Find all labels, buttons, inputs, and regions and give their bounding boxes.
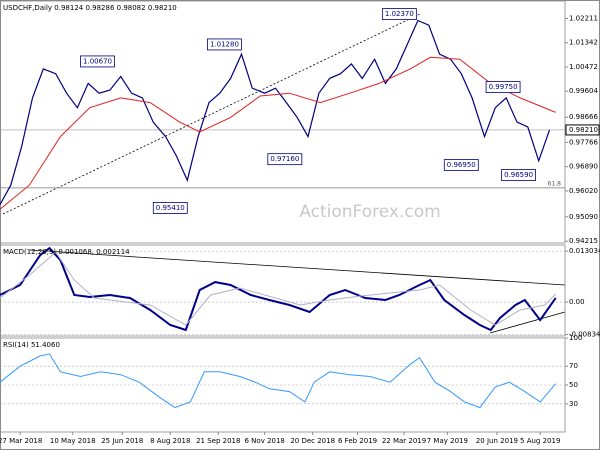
x-tick-label: 22 Mar 2019	[382, 437, 426, 445]
annotation-label: 0.97160	[270, 155, 299, 163]
y-tick-label: 70	[569, 362, 578, 370]
x-tick-label: 25 Jun 2018	[101, 437, 143, 445]
panel	[0, 244, 566, 337]
trend-line	[2, 13, 421, 215]
panel-label: RSI(14) 51.4060	[3, 341, 60, 349]
series-line	[0, 251, 557, 326]
trend-line	[489, 311, 566, 334]
price-annotation	[80, 55, 115, 68]
y-tick-label: 100	[569, 334, 582, 342]
series-line	[0, 56, 556, 210]
y-tick-label: 50	[569, 381, 578, 389]
watermark: ActionForex.com	[299, 202, 440, 222]
y-tick-label: 1.01342	[569, 39, 598, 47]
annotation-label: 0.95410	[156, 204, 185, 212]
x-tick-label: 10 May 2018	[50, 437, 96, 445]
annotation-label: 1.00670	[83, 57, 112, 65]
series-line	[0, 353, 557, 409]
annotation-label: 1.01280	[210, 40, 239, 48]
price-annotation	[501, 169, 536, 181]
annotation-label: 0.99750	[489, 83, 518, 91]
current-label: 0.98210	[569, 126, 598, 134]
y-tick-label: 0.96890	[569, 163, 598, 171]
panel-label: USDCHF,Daily 0.98124 0.98286 0.98082 0.9…	[3, 4, 177, 12]
x-tick-label: 7 May 2019	[427, 437, 468, 445]
y-tick-label: 0.00	[569, 298, 585, 306]
y-tick-label: 0.97766	[569, 138, 598, 146]
price-annotation	[152, 202, 188, 214]
current-box	[565, 124, 600, 136]
y-tick-label: 0.013034	[569, 247, 600, 255]
annotation-label: 0.96590	[504, 171, 533, 179]
y-tick-label: 30	[569, 400, 578, 408]
series-line	[0, 246, 557, 332]
annotation-label: 1.02370	[385, 10, 414, 18]
price-annotation	[207, 38, 242, 51]
x-tick-label: 8 Aug 2018	[150, 437, 190, 445]
panel	[0, 0, 566, 244]
y-tick-label: 0.95090	[569, 213, 598, 221]
panel-label: MACD(12,26,9) 0.001068, 0.002114	[3, 248, 130, 256]
y-tick-label: 0.94215	[569, 237, 598, 245]
level-label: 61.8	[548, 180, 562, 187]
trend-line	[29, 249, 566, 286]
y-tick-label: -0.00834	[569, 331, 600, 339]
x-tick-label: 21 Sep 2018	[196, 437, 240, 445]
price-annotation	[485, 81, 521, 93]
y-tick-label: 1.00472	[569, 63, 598, 71]
y-tick-label: 1.02211	[569, 15, 598, 23]
x-tick-label: 27 Mar 2018	[0, 437, 42, 445]
series-line	[0, 19, 551, 205]
x-tick-label: 6 Feb 2019	[338, 437, 377, 445]
price-annotation	[267, 153, 303, 166]
y-tick-label: 0.98666	[569, 113, 598, 121]
x-tick-label: 20 Dec 2018	[290, 437, 335, 445]
price-annotation	[381, 8, 417, 20]
y-tick-label: 0.99604	[569, 87, 598, 95]
annotation-label: 0.96950	[447, 161, 476, 169]
price-annotation	[443, 159, 479, 171]
y-tick-label: 0.96020	[569, 187, 598, 195]
x-tick-label: 20 Jun 2019	[476, 437, 518, 445]
x-tick-label: 5 Aug 2019	[520, 437, 560, 445]
x-tick-label: 6 Nov 2018	[245, 437, 285, 445]
